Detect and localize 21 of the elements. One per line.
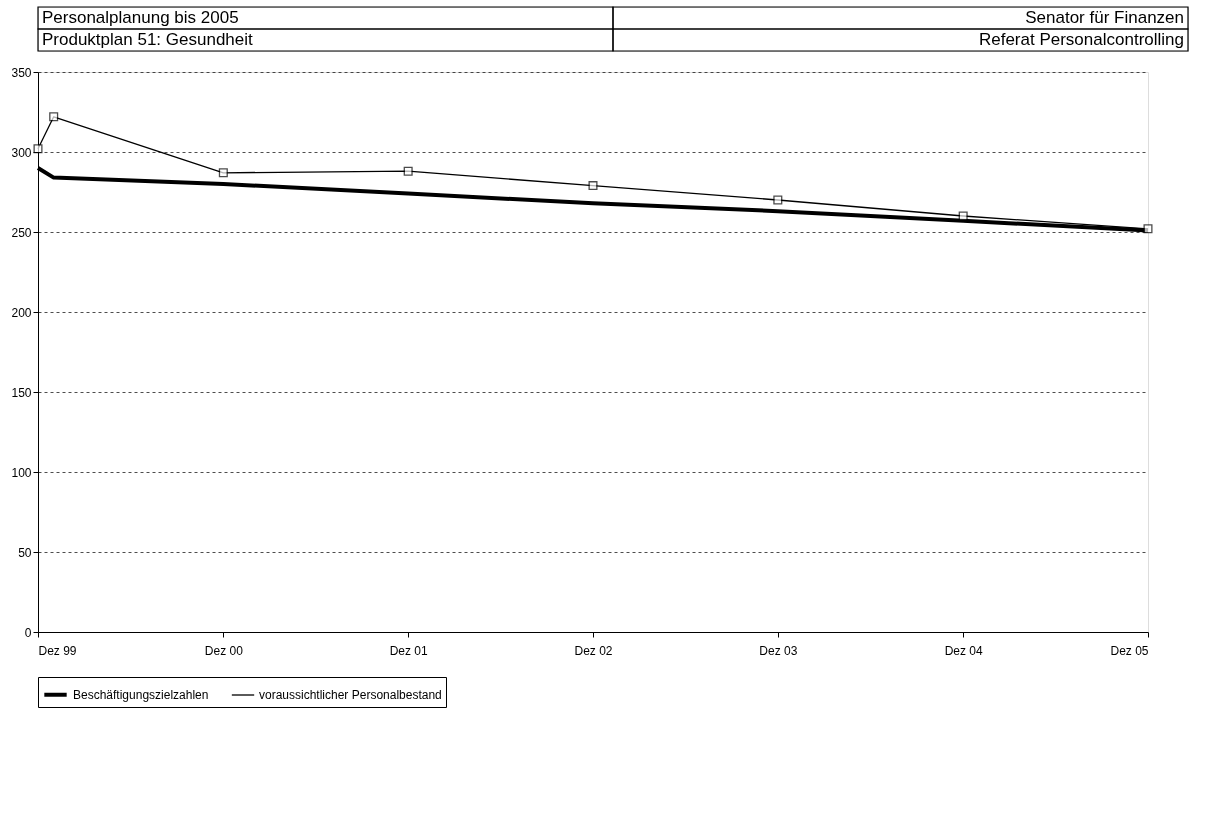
chart-subtitle: Produktplan 51: Gesundheit <box>42 30 254 49</box>
text: Referat Personalcontrolling <box>978 30 1184 49</box>
legend-label: Beschäftigungszielzahlen <box>73 687 209 702</box>
x-tick-label: Dez 99 <box>38 643 77 658</box>
y-tick-label: 100 <box>11 465 32 480</box>
y-tick-label: 150 <box>11 385 32 400</box>
y-tick-label: 350 <box>11 65 32 80</box>
x-tick-label: Dez 03 <box>759 643 798 658</box>
x-tick-label: Dez 04 <box>944 643 983 658</box>
y-tick-label: 250 <box>11 225 32 240</box>
y-tick-label: 50 <box>18 545 32 560</box>
y-tick-label: 300 <box>11 145 32 160</box>
chart-title: Personalplanung bis 2005 <box>42 8 239 27</box>
y-tick-label: 0 <box>24 625 32 640</box>
y-tick-label: 200 <box>11 305 32 320</box>
x-tick-label: Dez 00 <box>204 643 244 658</box>
x-tick-label: Dez 02 <box>574 643 613 658</box>
x-tick-label: Dez 05 <box>1110 643 1149 658</box>
legend-label: voraussichtlicher Personalbestand <box>259 688 442 702</box>
text: Senator für Finanzen <box>1025 8 1184 27</box>
x-tick-label: Dez 01 <box>389 643 428 658</box>
